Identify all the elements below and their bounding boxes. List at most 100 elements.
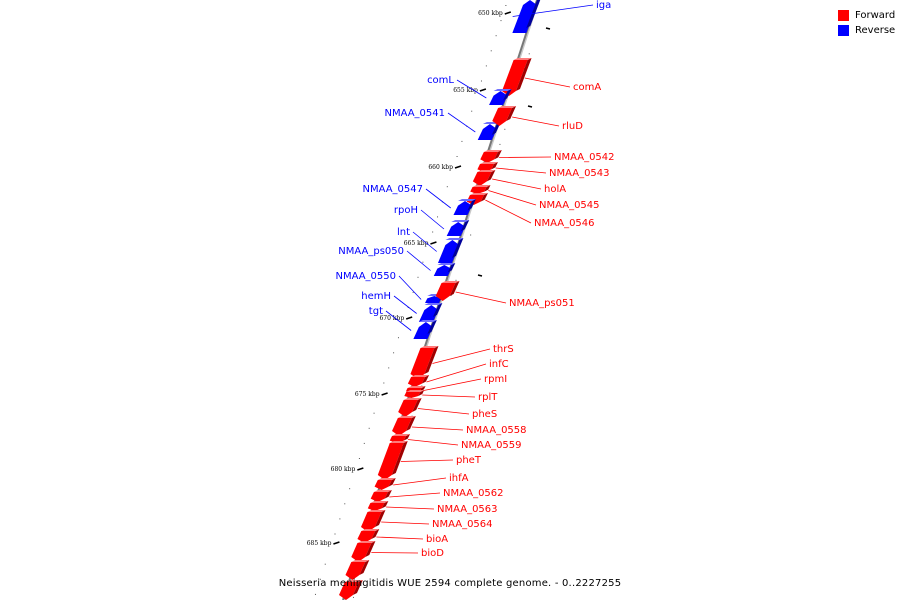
gene-lnt-feature (438, 238, 463, 263)
minor-tick (374, 413, 375, 414)
minor-tick (456, 280, 457, 281)
gene-NMAA_0543-leader (496, 168, 546, 173)
minor-tick (470, 235, 471, 236)
minor-tick (461, 141, 462, 142)
tick-label: 650 kbp (478, 10, 503, 17)
gene-label-thrS: thrS (493, 344, 514, 355)
gene-label-NMAA_0563: NMAA_0563 (437, 504, 498, 515)
gene-label-bioD: bioD (421, 548, 444, 559)
gene-NMAA_0542-leader (499, 157, 551, 158)
gene-label-pheS: pheS (472, 409, 497, 420)
minor-tick (481, 81, 482, 82)
gene-pheS-leader (418, 409, 469, 415)
minor-tick (393, 352, 394, 353)
gene-infC-face (408, 377, 425, 387)
minor-tick (349, 488, 350, 489)
gene-bioA-feature (357, 529, 379, 543)
tick-label: 665 kbp (404, 240, 429, 247)
minor-tick (315, 594, 316, 595)
gene-hemH-leader (394, 296, 417, 314)
minor-tick (528, 106, 532, 107)
tick-mark (382, 393, 388, 395)
gene-NMAA_ps050-leader (407, 251, 431, 271)
gene-hemH-feature (419, 303, 442, 322)
minor-tick (335, 534, 336, 535)
gene-label-pheT: pheT (456, 455, 482, 466)
gene-label-infC: infC (489, 359, 509, 370)
tick-mark (430, 242, 436, 244)
gene-ihfA-leader (393, 478, 446, 485)
gene-ihfA-feature (375, 478, 396, 490)
gene-NMAA_0541-leader (448, 113, 475, 132)
minor-tick (496, 35, 497, 36)
gene-label-NMAA_0558: NMAA_0558 (466, 425, 527, 436)
gene-NMAA_0563-leader (386, 507, 434, 509)
gene-label-NMAA_0550: NMAA_0550 (335, 271, 396, 282)
gene-label-comL: comL (427, 75, 454, 86)
gene-label-NMAA_0543: NMAA_0543 (549, 168, 610, 179)
forward-swatch (838, 10, 849, 21)
gene-NMAA_0558-leader (412, 427, 463, 430)
gene-unlabeled-0-feature (345, 560, 369, 580)
minor-tick (447, 186, 448, 187)
gene-label-NMAA_0562: NMAA_0562 (443, 488, 504, 499)
gene-NMAA_0547-feature (453, 199, 476, 215)
gene-bioA-leader (376, 537, 423, 539)
gene-infC-feature (408, 375, 429, 387)
gene-thrS-leader (432, 349, 490, 364)
tick-label: 675 kbp (355, 391, 380, 398)
gene-NMAA_0545-feature (470, 185, 490, 194)
gene-NMAA_0563-face (368, 503, 385, 511)
legend-reverse: Reverse (838, 23, 895, 38)
gene-NMAA_0546-leader (485, 200, 531, 223)
gene-thrS-feature (410, 346, 438, 379)
tick-mark (357, 468, 363, 470)
gene-NMAA_0542-feature (480, 150, 502, 163)
gene-NMAA_0545-face (470, 187, 486, 194)
legend-reverse-label: Reverse (855, 25, 895, 36)
gene-pheT-feature (378, 441, 408, 480)
gene-infC-leader (426, 364, 486, 382)
gene-pheT-leader (401, 460, 453, 462)
gene-label-NMAA_0547: NMAA_0547 (362, 184, 423, 195)
minor-tick (437, 216, 438, 217)
minor-tick (388, 367, 389, 368)
minor-tick (398, 337, 399, 338)
gene-rpoH-leader (421, 210, 444, 229)
tick-mark (480, 89, 486, 91)
minor-tick (504, 129, 505, 130)
gene-iga-feature (512, 0, 541, 33)
gene-NMAA_0563-feature (368, 501, 389, 511)
genome-map: 650 kbp655 kbp660 kbp665 kbp670 kbp675 k… (0, 0, 900, 600)
legend: Forward Reverse (838, 8, 895, 38)
gene-NMAA_0558-feature (392, 416, 416, 436)
gene-rplT-leader (422, 395, 475, 397)
gene-tgt-feature (413, 320, 436, 339)
minor-tick (471, 111, 472, 112)
gene-NMAA_0562-leader (389, 493, 440, 497)
minor-tick (529, 53, 530, 54)
minor-tick (325, 564, 326, 565)
gene-rplT-face (404, 392, 420, 398)
gene-label-NMAA_0545: NMAA_0545 (539, 200, 600, 211)
minor-tick (499, 144, 500, 145)
gene-comL-feature (489, 89, 512, 105)
gene-label-holA: holA (544, 184, 566, 195)
gene-label-NMAA_ps051: NMAA_ps051 (509, 298, 575, 309)
gene-label-ihfA: ihfA (449, 473, 469, 484)
gene-rluD-leader (512, 117, 559, 126)
gene-holA-leader (492, 179, 541, 189)
minor-tick (353, 597, 354, 598)
minor-tick (546, 28, 550, 29)
gene-NMAA_ps051-leader (456, 292, 506, 303)
minor-tick (491, 50, 492, 51)
gene-rluD-feature (492, 106, 516, 126)
gene-label-NMAA_0541: NMAA_0541 (384, 108, 445, 119)
minor-tick (457, 156, 458, 157)
gene-NMAA_ps050-feature (434, 263, 456, 276)
gene-label-comA: comA (573, 82, 601, 93)
gene-label-tgt: tgt (369, 306, 383, 317)
gene-comA-leader (525, 78, 570, 87)
gene-label-NMAA_ps050: NMAA_ps050 (338, 246, 404, 257)
tick-mark (333, 542, 339, 544)
